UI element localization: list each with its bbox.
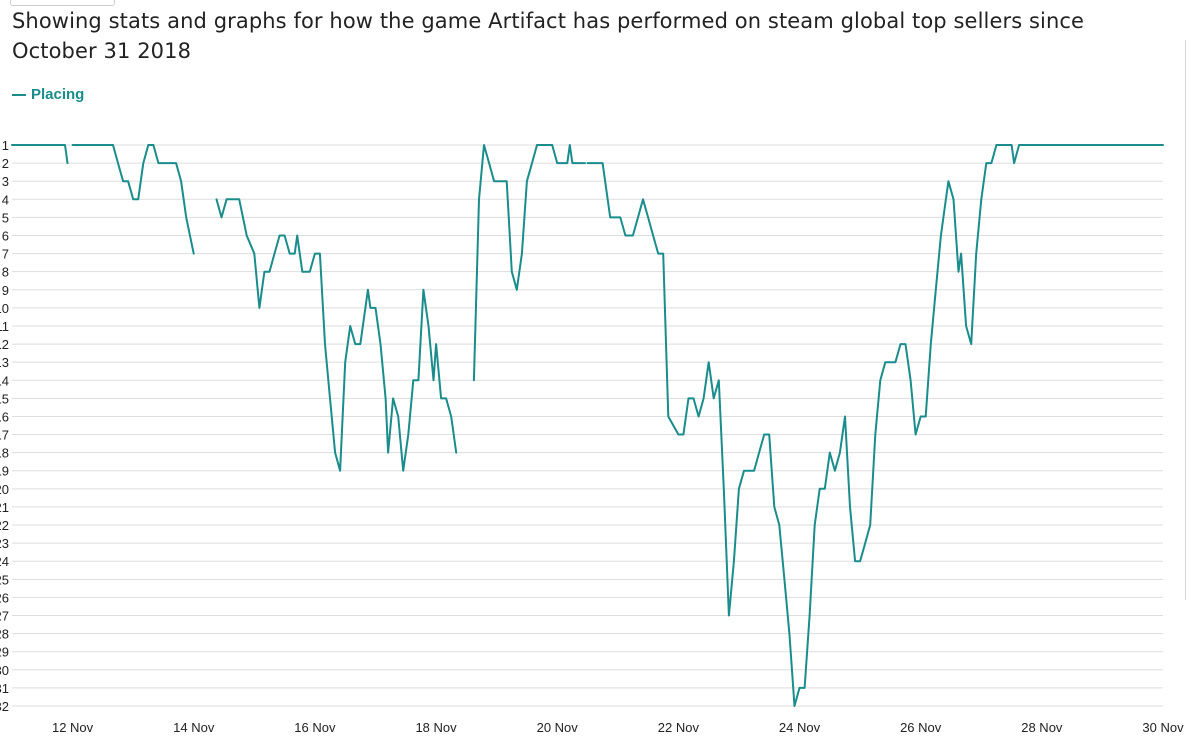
grid-lines xyxy=(12,144,1163,707)
y-tick-label-24: 24 xyxy=(0,554,9,569)
y-tick-label-12: 12 xyxy=(0,337,9,352)
y-tick-label-9: 9 xyxy=(2,283,9,298)
scrollbar-edge[interactable] xyxy=(1185,40,1189,600)
y-axis-ticks: 1234567891011121314151617181920212223242… xyxy=(0,138,9,714)
x-tick-label-5: 22 Nov xyxy=(658,720,700,735)
y-tick-label-29: 29 xyxy=(0,645,9,660)
y-tick-label-11: 11 xyxy=(0,319,9,334)
y-tick-label-31: 31 xyxy=(0,681,9,696)
legend-label: Placing xyxy=(31,86,85,103)
x-tick-label-2: 16 Nov xyxy=(294,720,336,735)
y-tick-label-20: 20 xyxy=(0,482,9,497)
y-tick-label-16: 16 xyxy=(0,409,9,424)
series-placing xyxy=(11,144,1164,707)
x-axis-ticks: 12 Nov 14 Nov 16 Nov 18 Nov 20 Nov 22 Nov 24 N… xyxy=(52,720,1184,735)
y-tick-label-19: 19 xyxy=(0,464,9,479)
y-tick-label-30: 30 xyxy=(0,663,9,678)
x-tick-label-1: 14 Nov xyxy=(173,720,215,735)
y-tick-label-21: 21 xyxy=(0,500,9,515)
x-tick-label-6: 24 Nov xyxy=(779,720,821,735)
y-tick-label-18: 18 xyxy=(0,446,9,461)
x-tick-label-9: 30 Nov xyxy=(1142,720,1184,735)
x-tick-label-0: 12 Nov xyxy=(52,720,94,735)
y-tick-label-14: 14 xyxy=(0,373,9,388)
page-title: Showing stats and graphs for how the gam… xyxy=(12,9,1085,63)
y-tick-label-4: 4 xyxy=(2,192,9,207)
series-line-segment-4 xyxy=(586,144,1164,707)
y-tick-label-8: 8 xyxy=(2,265,9,280)
y-tick-label-28: 28 xyxy=(0,627,9,642)
y-tick-label-15: 15 xyxy=(0,391,9,406)
y-tick-label-25: 25 xyxy=(0,572,9,587)
y-tick-label-5: 5 xyxy=(2,210,9,225)
top-tab[interactable] xyxy=(10,0,115,6)
x-tick-label-3: 18 Nov xyxy=(415,720,457,735)
y-tick-label-17: 17 xyxy=(0,428,9,443)
legend-line-swatch xyxy=(12,93,26,96)
y-tick-label-32: 32 xyxy=(0,699,9,714)
series-line-segment-3 xyxy=(472,144,586,382)
y-tick-label-6: 6 xyxy=(2,228,9,243)
y-tick-label-26: 26 xyxy=(0,590,9,605)
x-tick-label-8: 28 Nov xyxy=(1021,720,1063,735)
y-tick-label-23: 23 xyxy=(0,536,9,551)
series-line-segment-1 xyxy=(71,144,195,255)
chart-legend[interactable]: Placing xyxy=(12,86,84,103)
y-tick-label-10: 10 xyxy=(0,301,9,316)
series-line-segment-2 xyxy=(215,198,458,472)
series-line-segment-0 xyxy=(11,144,69,165)
x-tick-label-4: 20 Nov xyxy=(537,720,579,735)
y-tick-label-3: 3 xyxy=(2,174,9,189)
y-tick-label-13: 13 xyxy=(0,355,9,370)
x-tick-label-7: 26 Nov xyxy=(900,720,942,735)
y-tick-label-27: 27 xyxy=(0,609,9,624)
y-tick-label-2: 2 xyxy=(2,156,9,171)
y-tick-label-7: 7 xyxy=(2,247,9,262)
y-tick-label-22: 22 xyxy=(0,518,9,533)
y-tick-label-1: 1 xyxy=(2,138,9,153)
